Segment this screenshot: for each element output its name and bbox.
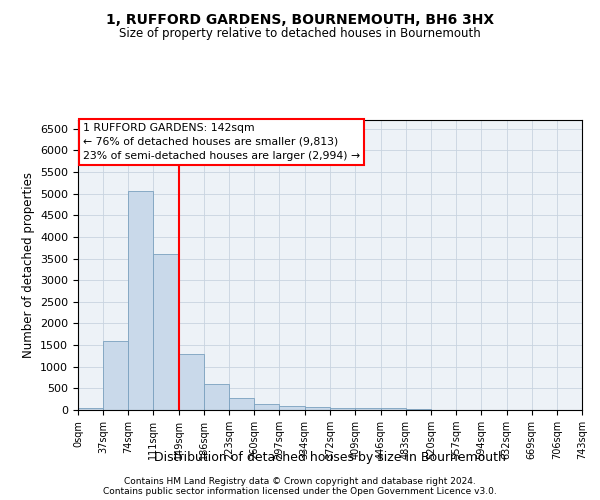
Bar xyxy=(179,354,204,410)
Text: Contains public sector information licensed under the Open Government Licence v3: Contains public sector information licen… xyxy=(103,486,497,496)
Bar xyxy=(229,398,254,410)
Y-axis label: Number of detached properties: Number of detached properties xyxy=(22,172,35,358)
Bar xyxy=(204,384,229,410)
Text: Contains HM Land Registry data © Crown copyright and database right 2024.: Contains HM Land Registry data © Crown c… xyxy=(124,476,476,486)
Bar xyxy=(305,407,331,410)
Bar xyxy=(280,406,305,410)
Text: 1 RUFFORD GARDENS: 142sqm
← 76% of detached houses are smaller (9,813)
23% of se: 1 RUFFORD GARDENS: 142sqm ← 76% of detac… xyxy=(83,123,360,161)
Bar xyxy=(355,408,380,410)
Text: 1, RUFFORD GARDENS, BOURNEMOUTH, BH6 3HX: 1, RUFFORD GARDENS, BOURNEMOUTH, BH6 3HX xyxy=(106,12,494,26)
Text: Size of property relative to detached houses in Bournemouth: Size of property relative to detached ho… xyxy=(119,28,481,40)
Bar xyxy=(254,404,280,410)
Bar xyxy=(406,409,431,410)
Bar xyxy=(331,408,355,410)
Text: Distribution of detached houses by size in Bournemouth: Distribution of detached houses by size … xyxy=(154,451,506,464)
Bar xyxy=(78,408,103,410)
Bar xyxy=(103,340,128,410)
Bar xyxy=(128,192,153,410)
Bar xyxy=(380,408,406,410)
Bar xyxy=(153,254,179,410)
